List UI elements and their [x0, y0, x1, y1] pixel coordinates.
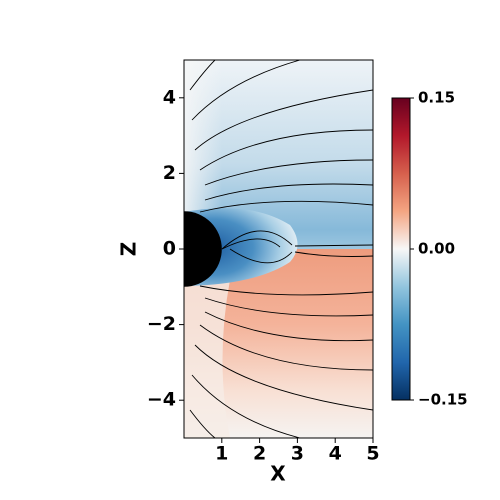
x-tick-label: 1: [215, 443, 228, 465]
x-tick-label: 4: [329, 443, 342, 465]
left-fade: [184, 60, 260, 249]
body: [184, 211, 222, 287]
x-tick-label: 5: [366, 443, 379, 465]
y-tick-label: −2: [147, 313, 176, 335]
colorbar-tick-label: −0.15: [418, 391, 468, 409]
colorbar-tick-label: 0.15: [418, 89, 455, 107]
streamlines: [189, 60, 373, 438]
left-fade-lower: [184, 249, 230, 438]
y-tick-label: −4: [147, 389, 176, 411]
colorbar-tick-label: 0.00: [418, 240, 455, 258]
colorbar: [391, 97, 411, 401]
colorbar-ticks: −0.15 0.00 0.15: [410, 89, 468, 409]
field: [184, 60, 373, 438]
x-tick-label: 3: [291, 443, 304, 465]
x-axis-label: X: [270, 462, 286, 486]
y-tick-label: 4: [163, 86, 176, 108]
y-tick-label: 2: [163, 162, 176, 184]
y-axis-label: Z: [117, 242, 141, 257]
x-tick-label: 2: [253, 443, 266, 465]
y-tick-label: 0: [163, 238, 176, 260]
